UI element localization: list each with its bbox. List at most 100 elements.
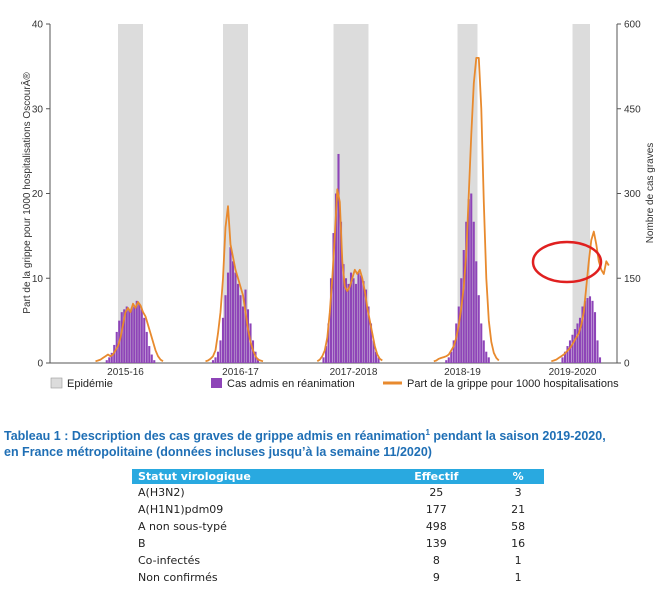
icu-bar xyxy=(234,272,237,363)
icu-bar xyxy=(588,296,592,363)
table-row: Non confirmés 9 1 xyxy=(132,569,544,586)
icu-bar xyxy=(377,357,380,363)
season-line xyxy=(551,230,610,363)
season-line xyxy=(433,57,500,363)
left-tick-label: 10 xyxy=(32,274,44,285)
icu-bar xyxy=(342,264,345,363)
left-axis-label: Part de la grippe pour 1000 hospitalisat… xyxy=(20,72,33,314)
left-tick-label: 40 xyxy=(32,20,44,31)
season-label: 2019-2020 xyxy=(549,367,597,378)
icu-bar xyxy=(563,351,567,363)
icu-bar xyxy=(472,221,475,363)
season-labels: 2015-16 2016-17 2017-2018 2018-19 2019-2020 xyxy=(107,367,597,378)
icu-bar xyxy=(581,306,584,363)
icu-bar xyxy=(561,357,564,363)
icu-bar xyxy=(322,357,325,363)
right-tick-label: 600 xyxy=(624,20,641,31)
cell-status: A(H1N1)pdm09 xyxy=(138,503,224,516)
icu-bar xyxy=(226,272,230,363)
highlight-circle xyxy=(531,240,603,284)
right-tick-label: 450 xyxy=(624,104,641,115)
icu-bar xyxy=(211,360,215,363)
cell-count: 25 xyxy=(429,486,444,499)
icu-bar xyxy=(593,312,597,363)
cell-status: B xyxy=(138,537,146,550)
cell-percent: 3 xyxy=(514,486,522,499)
icu-bar xyxy=(229,247,232,363)
icu-bar xyxy=(447,357,450,363)
icu-bar xyxy=(123,309,126,363)
icu-bar xyxy=(465,221,468,363)
chart-legend: Epidémie Cas admis en réanimation Part d… xyxy=(50,377,619,390)
icu-bar xyxy=(367,306,370,363)
table-row: A non sous-typé 498 58 xyxy=(132,518,544,535)
icu-bar xyxy=(372,340,375,363)
icu-bar xyxy=(108,357,111,363)
cell-percent: 21 xyxy=(511,503,526,516)
icu-bar xyxy=(462,250,465,363)
icu-bar xyxy=(578,317,582,363)
icu-bar xyxy=(135,300,138,363)
icu-bar xyxy=(571,334,574,363)
legend-epidemic-label: Epidémie xyxy=(67,378,113,390)
icu-bar xyxy=(125,306,128,363)
icu-bar xyxy=(457,306,460,363)
season-line xyxy=(316,188,383,363)
icu-bar xyxy=(219,340,222,363)
icu-bar xyxy=(110,352,113,363)
season-label: 2016-17 xyxy=(222,367,259,378)
icu-bar xyxy=(485,351,488,363)
table-header-row: Statut virologique Effectif % xyxy=(132,469,544,484)
cell-percent: 1 xyxy=(514,571,522,584)
header-count: Effectif xyxy=(380,469,493,484)
header-status: Statut virologique xyxy=(132,469,381,484)
icu-bar xyxy=(445,360,448,363)
icu-bar xyxy=(362,281,365,363)
icu-bar xyxy=(573,329,577,363)
icu-bar xyxy=(591,300,594,363)
cell-status: Co-infectés xyxy=(138,554,201,567)
right-tick-label: 0 xyxy=(624,359,630,370)
icu-bar xyxy=(586,298,589,363)
icu-bar xyxy=(148,346,151,363)
season-label: 2017-2018 xyxy=(330,367,378,378)
icu-bar xyxy=(332,233,335,363)
icu-bar xyxy=(576,323,579,363)
icu-bar xyxy=(150,354,153,363)
table-row: A(H3N2) 25 3 xyxy=(132,484,544,501)
season-label: 2015-16 xyxy=(107,367,144,378)
season-label: 2018-19 xyxy=(444,367,481,378)
icu-bar xyxy=(487,357,490,363)
icu-bar xyxy=(133,306,136,363)
icu-bar xyxy=(450,351,453,363)
icu-bar xyxy=(256,358,260,363)
icu-bar xyxy=(128,309,131,363)
cell-status: A non sous-typé xyxy=(138,520,227,533)
icu-bar xyxy=(329,278,333,363)
icu-bar xyxy=(460,278,463,363)
icu-bar xyxy=(337,153,340,363)
season-line xyxy=(95,301,164,363)
right-tick-label: 300 xyxy=(624,189,641,200)
icu-bar xyxy=(374,351,378,363)
cell-count: 8 xyxy=(432,554,440,567)
cell-status: A(H3N2) xyxy=(138,486,185,499)
cell-count: 139 xyxy=(425,537,447,550)
influenza-share-line xyxy=(95,57,610,363)
cell-count: 498 xyxy=(425,520,447,533)
icu-bar xyxy=(145,331,148,363)
icu-bar xyxy=(470,193,473,363)
table-row: A(H1N1)pdm09 177 21 xyxy=(132,501,544,518)
icu-bar xyxy=(130,307,133,363)
icu-bar xyxy=(224,295,227,363)
icu-bar xyxy=(596,340,599,363)
table-caption: Tableau 1 : Description des cas graves d… xyxy=(4,425,659,460)
icu-bar xyxy=(241,306,245,363)
cell-percent: 16 xyxy=(511,537,526,550)
legend-bars-label: Cas admis en réanimation xyxy=(227,378,355,390)
cell-count: 9 xyxy=(432,571,440,584)
icu-bar xyxy=(566,346,569,363)
icu-bar xyxy=(138,303,141,363)
left-tick-label: 30 xyxy=(32,104,44,115)
